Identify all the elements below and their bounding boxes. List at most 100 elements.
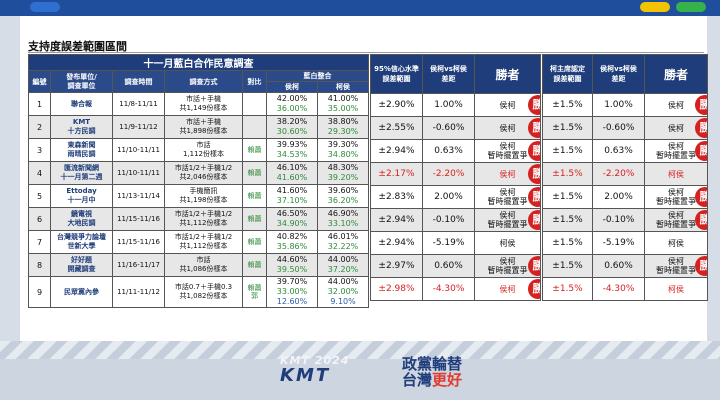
table-row: 6 鏡電視 大地民調 11/15-11/16 市話1/2＋手機1/2 共1,112份樣… [28,207,370,231]
winner-stamp: 勝 [528,256,540,276]
row-compare: 賴蕭 [242,253,267,277]
winner-text: 侯柯 暫時擺置爭 [656,211,696,229]
row-no: 1 [28,92,51,116]
winner-stamp: 勝 [528,164,540,184]
row-diff: -0.60% [592,116,645,140]
poll-table-title: 十一月藍白合作民意調查 [27,54,370,71]
table-row: ±1.5% -2.20% 柯侯 [542,162,708,186]
row-winner: 侯柯 暫時擺置爭勝 [474,208,541,232]
col-hou: 侯柯 [266,81,318,93]
row-diff: -4.30% [422,277,475,301]
winner-stamp: 勝 [695,256,707,276]
row-range: ±2.94% [370,231,423,255]
row-diff: -5.19% [422,231,475,255]
row-diff: 1.00% [592,93,645,117]
logo-main-text: KMT [280,365,331,386]
row-method: 市話＋手機 共1,898份樣本 [164,115,243,139]
ko-top-pct: 48.30% [327,163,359,172]
row-range: ±1.5% [542,231,593,255]
row-unit: Ettoday 十一月中 [50,184,113,208]
row-range: ±1.5% [542,139,593,163]
row-hou: 46.10% 41.60% [266,161,318,185]
table-row: ±2.90%1.00% 侯柯 勝 [370,93,541,117]
ko-range-table: 柯主席認定 誤差範圍 侯柯vs柯侯 差距 勝者 ±1.5%1.00%侯柯勝±1.… [542,54,708,301]
row-range: ±2.90% [370,93,423,117]
row-unit: 匯流新聞網 十一月第二週 [50,161,113,185]
row-range: ±1.5% [542,277,593,301]
row-method: 市話＋手機 共1,149份樣本 [164,92,243,116]
row-diff: 0.60% [422,254,475,278]
row-hou: 40.82% 35.86% [266,230,318,254]
row-time: 11/10-11/11 [112,138,165,162]
ko-bottom-pct: 29.30% [327,127,359,136]
ko-top-pct: 39.30% [327,140,359,149]
winner-text: 侯柯 暫時擺置爭 [487,142,528,160]
row-time: 11/10-11/11 [112,161,165,185]
row-unit: 東森新聞 雨晴民調 [50,138,113,162]
hou-top-pct: 41.60% [276,186,308,195]
winner-text: 侯柯 [499,169,516,179]
row-range: ±2.83% [370,185,423,209]
table-row: 2 KMT 十方民調 11/9-11/12 市話＋手機 共1,898份樣本 38.20%… [28,115,370,139]
slogan-line2: 台灣更好 [402,372,462,388]
row-time: 11/15-11/16 [112,207,165,231]
row-winner: 侯柯 暫時擺置爭勝 [474,139,541,163]
hou-top-pct: 44.60% [276,255,308,264]
table-row: ±1.5%0.60%侯柯 暫時擺置爭勝 [542,254,708,278]
col-ko-diff: 侯柯vs柯侯 差距 [592,54,645,94]
row-range: ±2.98% [370,277,423,301]
ko-bottom-pct: 35.00% [327,104,359,113]
hou-top-pct: 42.00% [276,94,308,103]
ko-top-pct: 44.00% [327,277,359,287]
winner-text: 侯柯 暫時擺置爭 [656,188,696,206]
row-unit: 好好題 開藏調查 [50,253,113,277]
col-compare: 對比 [242,70,267,93]
row-range: ±1.5% [542,93,593,117]
row-method: 市話1/2＋手機1/2 共1,112份樣本 [164,230,243,254]
ko-bottom-pct: 32.00% [327,287,359,296]
row-method: 市話 共1,086份樣本 [164,253,243,277]
row-diff: -0.60% [422,116,475,140]
row-diff: -4.30% [592,277,645,301]
col-unit: 發布單位/ 調查單位 [50,70,113,93]
ko-bottom-pct: 32.22% [327,242,359,251]
row-no: 3 [28,138,51,162]
slogan: 政黨輪替 台灣更好 [402,356,462,388]
row-ko: 41.00% 35.00% [316,92,370,116]
ko-third-pct: 9.10% [330,297,356,306]
winner-text: 侯柯 [499,284,516,294]
banner-decor [640,2,670,12]
poll-table: 十一月藍白合作民意調查 編號 發布單位/ 調查單位 調查時間 調查方式 對比 藍… [27,54,370,308]
row-method: 手機簡訊 共1,198份樣本 [164,184,243,208]
ko-top-pct: 38.80% [327,117,359,126]
slide-title: 支持度誤差範圍區間 [28,40,127,53]
banner-decor [676,2,706,12]
winner-text: 侯柯 [499,100,516,110]
table-row: ±1.5%-0.60% 侯柯 勝 [542,116,708,140]
row-ko: 46.90% 33.10% [316,207,370,231]
col-winner: 勝者 [474,54,541,94]
table-row: 1 聯合報 11/8-11/11 市話＋手機 共1,149份樣本 42.00% 36.00… [28,92,370,116]
row-no: 6 [28,207,51,231]
row-winner: 柯侯 [644,277,708,301]
row-time: 11/13-11/14 [112,184,165,208]
col-combo: 藍白整合 [265,70,370,82]
row-method: 市話0.7＋手機0.3 共1,082份樣本 [164,276,243,308]
ko-bottom-pct: 36.20% [327,196,359,205]
row-range: ±2.97% [370,254,423,278]
winner-stamp: 勝 [695,210,707,230]
hou-bottom-pct: 34.90% [276,219,308,228]
winner-stamp: 勝 [695,141,707,161]
row-hou: 41.60% 37.10% [266,184,318,208]
row-winner: 侯柯 勝 [644,93,708,117]
row-diff: -0.10% [422,208,475,232]
row-diff: 0.60% [592,254,645,278]
row-ko: 44.00% 37.20% [316,253,370,277]
row-range: ±1.5% [542,185,593,209]
table-row: ±2.94% -5.19% 柯侯 [370,231,541,255]
row-unit: 鏡電視 大地民調 [50,207,113,231]
ko-top-pct: 46.01% [327,232,359,241]
row-winner: 柯侯 [644,162,708,186]
hou-top-pct: 38.20% [276,117,308,126]
table-row: 3 東森新聞 雨晴民調 11/10-11/11 市話 1,112份樣本 賴蕭 39.93%… [28,138,370,162]
